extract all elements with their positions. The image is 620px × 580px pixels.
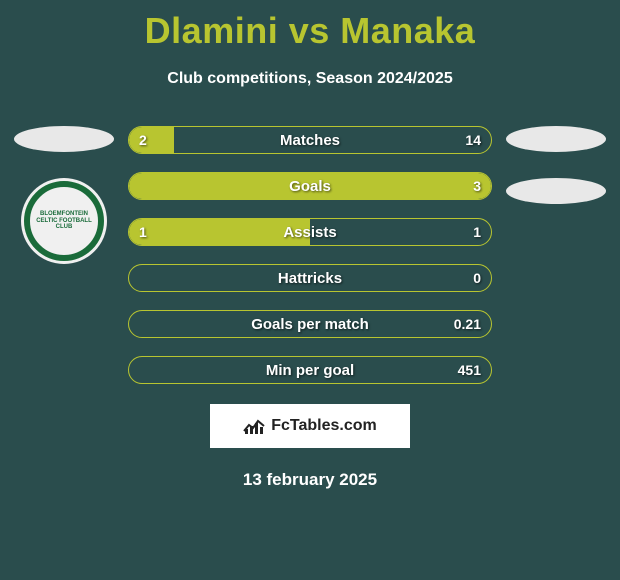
club-badge-ring: BLOEMFONTEIN CELTIC FOOTBALL CLUB (24, 181, 104, 261)
stat-bar: Goals per match0.21 (128, 310, 492, 338)
club-badge-left: BLOEMFONTEIN CELTIC FOOTBALL CLUB (21, 178, 107, 264)
bar-value-right: 451 (448, 357, 491, 383)
bar-label: Hattricks (129, 265, 491, 291)
chart-icon (243, 417, 265, 435)
bar-value-right: 3 (463, 173, 491, 199)
comparison-row: BLOEMFONTEIN CELTIC FOOTBALL CLUB 2Match… (0, 126, 620, 384)
bar-value-right: 14 (455, 127, 491, 153)
club-badge-text: BLOEMFONTEIN CELTIC FOOTBALL CLUB (30, 211, 98, 231)
bar-label: Assists (129, 219, 491, 245)
bar-value-right: 0 (463, 265, 491, 291)
bar-label: Goals per match (129, 311, 491, 337)
date-text: 13 february 2025 (0, 470, 620, 490)
attribution-badge: FcTables.com (210, 404, 410, 448)
club-badge-placeholder-right (506, 178, 606, 204)
bar-value-right: 0.21 (444, 311, 491, 337)
bar-label: Min per goal (129, 357, 491, 383)
attribution-text: FcTables.com (271, 417, 377, 435)
stat-bar: Goals3 (128, 172, 492, 200)
player-photo-placeholder-right (506, 126, 606, 152)
page-title: Dlamini vs Manaka (0, 0, 620, 52)
right-player-col (500, 126, 612, 204)
bar-label: Matches (129, 127, 491, 153)
stat-bar: 2Matches14 (128, 126, 492, 154)
bar-value-right: 1 (463, 219, 491, 245)
player-photo-placeholder-left (14, 126, 114, 152)
stat-bar: Min per goal451 (128, 356, 492, 384)
left-player-col: BLOEMFONTEIN CELTIC FOOTBALL CLUB (8, 126, 120, 264)
stat-bar: 1Assists1 (128, 218, 492, 246)
bar-label: Goals (129, 173, 491, 199)
page-subtitle: Club competitions, Season 2024/2025 (0, 70, 620, 88)
stat-bar: Hattricks0 (128, 264, 492, 292)
stat-bars: 2Matches14 Goals3 1Assists1 Hattricks0 Goals… (120, 126, 500, 384)
